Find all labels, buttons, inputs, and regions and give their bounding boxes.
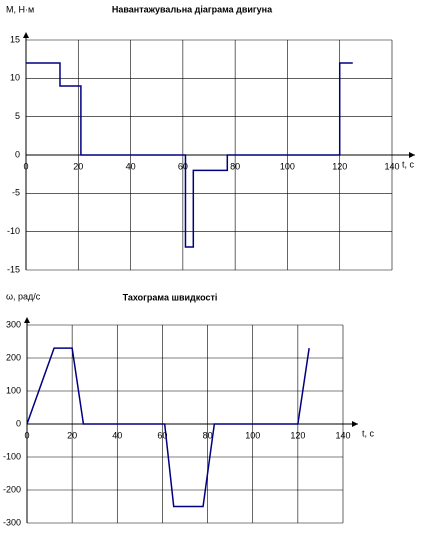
y-tick-label: 200	[6, 352, 21, 362]
x-tick-label: 120	[290, 430, 305, 440]
y-tick-label: -5	[12, 188, 20, 198]
x-tick-label: 40	[112, 430, 122, 440]
y-tick-label: -200	[3, 484, 21, 494]
y-tick-label: 100	[6, 385, 21, 395]
y-tick-label: 300	[6, 319, 21, 329]
chart-title: Навантажувальна діаграма двигуна	[112, 4, 273, 14]
x-tick-label: 20	[73, 161, 83, 171]
axis-arrow	[23, 32, 29, 38]
x-tick-label: 80	[203, 430, 213, 440]
x-tick-label: 100	[280, 161, 295, 171]
y-axis-label: ω, рад/с	[6, 291, 41, 301]
x-tick-label: 120	[332, 161, 347, 171]
chart-title: Тахограма швидкості	[123, 292, 218, 302]
y-tick-label: -300	[3, 517, 21, 527]
y-tick-label: 0	[15, 149, 20, 159]
x-tick-label: 100	[245, 430, 260, 440]
x-tick-label: 40	[126, 161, 136, 171]
x-tick-label: 20	[67, 430, 77, 440]
x-axis-label: t, c	[402, 159, 415, 169]
y-tick-label: 10	[10, 73, 20, 83]
axis-arrow	[409, 152, 415, 158]
y-tick-label: -10	[7, 226, 20, 236]
x-tick-label: 60	[178, 161, 188, 171]
y-tick-label: 0	[16, 418, 21, 428]
y-tick-label: -15	[7, 264, 20, 274]
x-axis-label: t, c	[362, 428, 375, 438]
axis-arrow	[352, 421, 358, 427]
data-line	[26, 347, 310, 508]
x-tick-label: 60	[157, 430, 167, 440]
y-axis-label: M, Н·м	[6, 4, 34, 14]
x-tick-label: 140	[384, 161, 399, 171]
x-tick-label: 80	[230, 161, 240, 171]
y-tick-label: 5	[15, 111, 20, 121]
y-tick-label: -100	[3, 451, 21, 461]
y-tick-label: 15	[10, 34, 20, 44]
data-line	[26, 62, 353, 248]
x-tick-label: 140	[335, 430, 350, 440]
axis-arrow	[24, 317, 30, 323]
